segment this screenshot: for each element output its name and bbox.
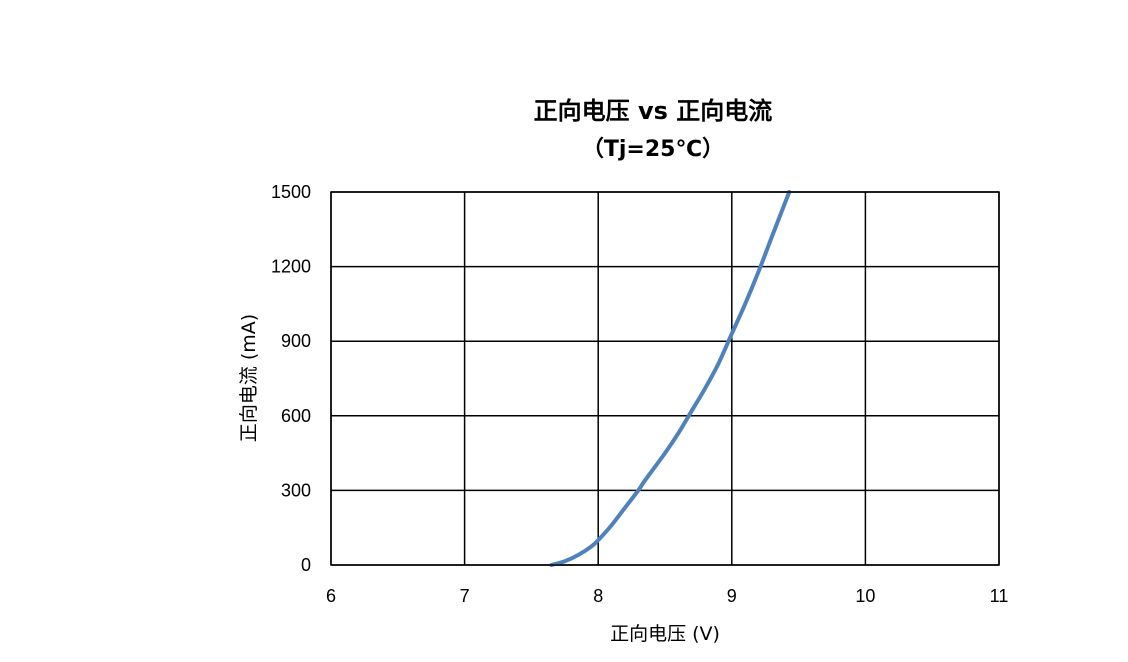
series-layer: [549, 190, 792, 567]
y-tick-label: 0: [301, 555, 311, 575]
y-axis-label: 正向电流 (mA): [238, 314, 260, 442]
x-axis-ticks: 6 7 8 9 10 11: [326, 586, 1008, 606]
y-tick-label: 600: [281, 406, 311, 426]
y-tick-label: 1200: [271, 257, 311, 277]
grid: [330, 191, 1000, 566]
y-tick-label: 300: [281, 480, 311, 500]
x-tick-label: 6: [326, 586, 336, 606]
x-tick-label: 7: [460, 586, 470, 606]
x-tick-label: 9: [727, 586, 737, 606]
series-line: [549, 190, 792, 567]
x-tick-label: 10: [855, 586, 875, 606]
x-tick-label: 8: [593, 586, 603, 606]
chart-title: 正向电压 vs 正向电流: [534, 97, 773, 125]
x-axis-label: 正向电压 (V): [610, 623, 720, 645]
plot-frame: [330, 191, 1000, 566]
y-tick-label: 1500: [271, 182, 311, 202]
y-tick-label: 900: [281, 331, 311, 351]
y-axis-ticks: 0 300 600 900 1200 1500: [271, 182, 311, 575]
x-tick-label: 11: [990, 586, 1009, 606]
chart-subtitle: （Tj=25℃）: [582, 137, 724, 162]
